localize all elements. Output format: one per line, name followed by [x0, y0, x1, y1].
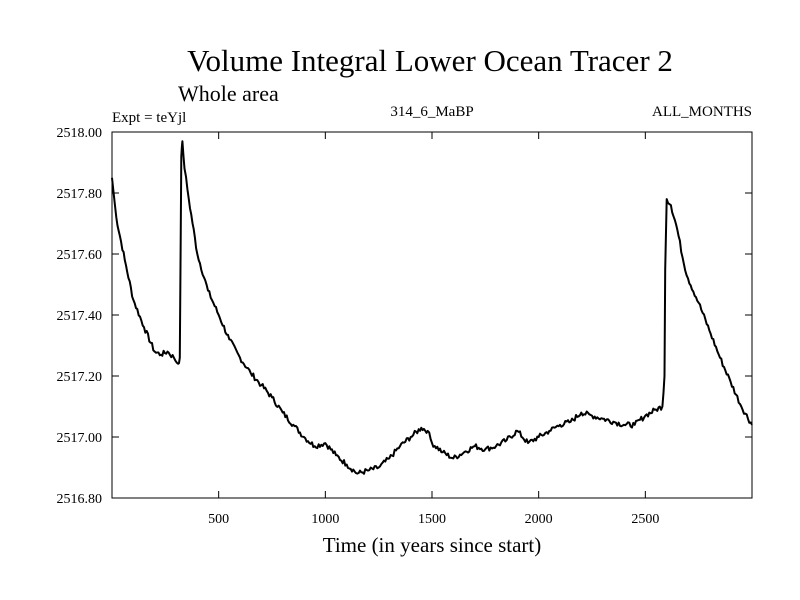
chart-title: Volume Integral Lower Ocean Tracer 2 [187, 43, 673, 78]
y-tick-label: 2517.80 [57, 187, 103, 202]
y-tick-label: 2517.60 [57, 248, 103, 263]
y-tick-label: 2517.20 [57, 370, 103, 385]
months-label: ALL_MONTHS [652, 104, 752, 120]
y-tick-label: 2518.00 [57, 126, 103, 141]
series-line [111, 140, 753, 475]
x-axis: 500 1000 1500 2000 2500 [208, 132, 659, 527]
plot-frame [111, 131, 753, 499]
period-label: 314_6_MaBP [390, 104, 473, 120]
experiment-label: Expt = teYjl [112, 110, 186, 126]
x-tick-label: 1000 [311, 512, 339, 527]
x-tick-label: 1500 [418, 512, 446, 527]
y-axis: 2516.80 2517.00 2517.20 2517.40 2517.60 2517.… [57, 126, 752, 507]
x-tick-label: 500 [208, 512, 229, 527]
x-tick-label: 2000 [525, 512, 553, 527]
y-tick-label: 2517.40 [57, 309, 103, 324]
x-axis-label: Time (in years since start) [323, 533, 542, 557]
chart-subtitle: Whole area [178, 81, 279, 106]
x-tick-label: 2500 [631, 512, 659, 527]
y-tick-label: 2517.00 [57, 431, 103, 446]
y-tick-label: 2516.80 [57, 492, 103, 507]
